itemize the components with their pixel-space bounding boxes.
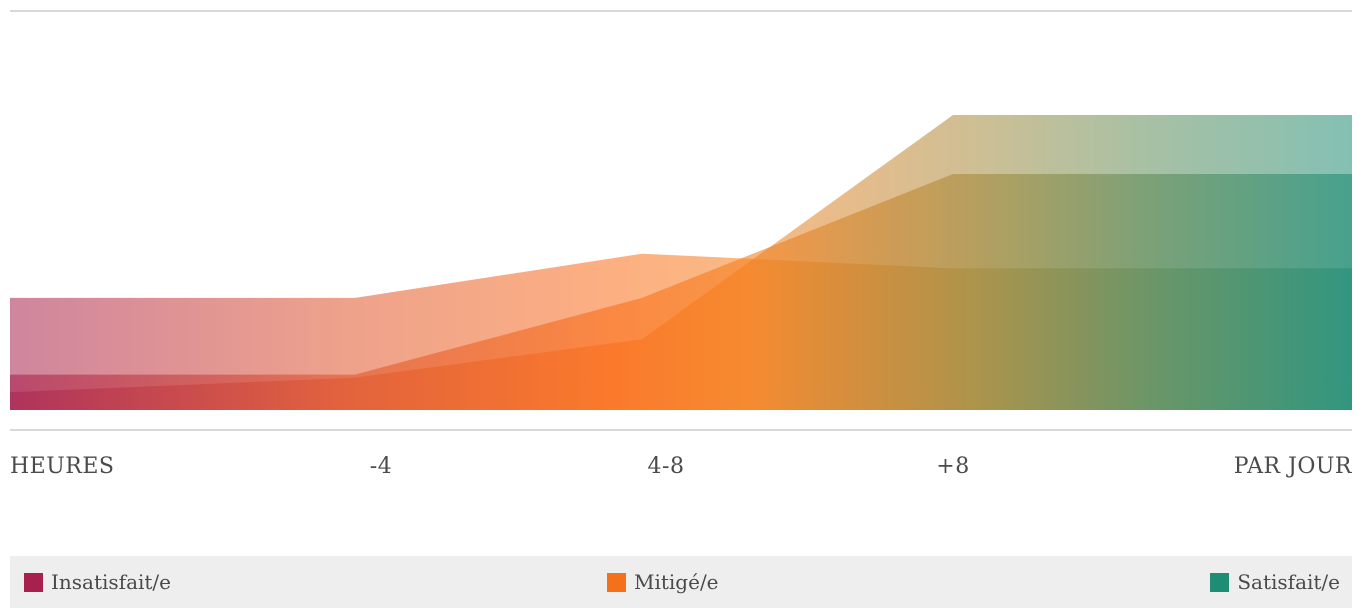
legend-item-insatisfait: Insatisfait/e [24,556,171,608]
x-tick-label-2: 4-8 [648,454,685,479]
legend-swatch-satisfait [1210,572,1230,592]
legend-label-insatisfait: Insatisfait/e [51,570,171,594]
x-tick-label-4: PAR JOUR [1234,454,1353,479]
area-layers [10,115,1352,410]
legend-swatch-mitige [607,572,626,592]
x-tick-label-1: -4 [370,454,392,479]
legend-label-satisfait: Satisfait/e [1237,570,1340,594]
x-axis-tick-labels: HEURES -4 4-8 +8 PAR JOUR [10,454,1353,479]
legend-swatch-insatisfait [24,572,43,592]
legend: Insatisfait/e Mitigé/e Satisfait/e [10,556,1352,608]
legend-item-satisfait: Satisfait/e [1210,556,1340,608]
x-tick-label-3: +8 [936,454,969,479]
area-satisfait [10,174,1352,410]
legend-item-mitige: Mitigé/e [607,556,719,608]
legend-label-mitige: Mitigé/e [634,570,719,594]
x-tick-label-0: HEURES [10,454,114,479]
stacked-area-chart: HEURES -4 4-8 +8 PAR JOUR [10,10,1353,479]
